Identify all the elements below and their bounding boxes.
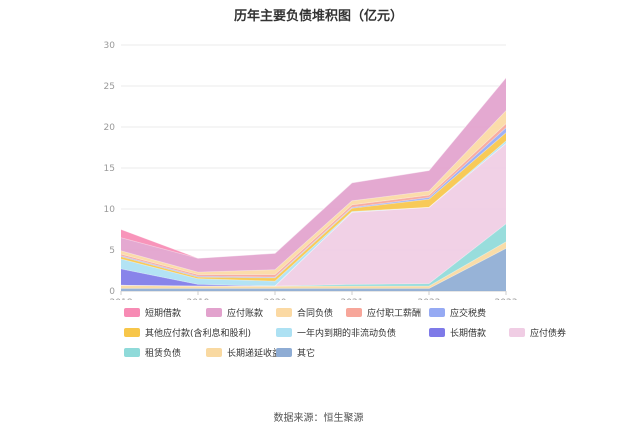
legend-label: 应付职工薪酬 bbox=[367, 309, 422, 319]
chart-title: 历年主要负债堆积图（亿元） bbox=[233, 9, 403, 24]
legend-label: 长期递延收益 bbox=[227, 349, 282, 359]
legend-label: 其它 bbox=[297, 349, 316, 359]
legend-swatch bbox=[276, 308, 292, 317]
area-edge-其他应付款(含利息和股利) bbox=[120, 132, 507, 279]
area-其他应付款(含利息和股利) bbox=[121, 132, 506, 282]
legend-swatch bbox=[509, 328, 525, 337]
x-tick-label: 2019 bbox=[187, 298, 210, 300]
x-axis: 2018 2019 2020 2021 2022 2023 bbox=[110, 291, 518, 300]
x-tick-label: 2020 bbox=[264, 298, 287, 300]
legend-swatch bbox=[206, 348, 222, 357]
legend-item: 应付账款 bbox=[206, 306, 263, 319]
legend-item: 租赁负债 bbox=[124, 346, 181, 359]
area-合同负债 bbox=[121, 110, 506, 275]
area-edge-合同负债 bbox=[120, 110, 507, 273]
legend-label: 应付债券 bbox=[530, 329, 567, 339]
series-lines bbox=[120, 77, 507, 289]
y-tick-label: 5 bbox=[109, 246, 115, 256]
legend-item: 应交税费 bbox=[429, 306, 486, 319]
legend-label: 长期借款 bbox=[450, 329, 487, 339]
x-tick-label: 2021 bbox=[341, 298, 364, 300]
legend-swatch bbox=[346, 308, 362, 317]
y-tick-label: 30 bbox=[104, 41, 116, 51]
y-tick-label: 0 bbox=[109, 287, 115, 297]
legend-label: 合同负债 bbox=[297, 309, 334, 319]
legend-label: 其他应付款(含利息和股利) bbox=[145, 329, 252, 339]
legend-item: 应付职工薪酬 bbox=[346, 306, 421, 319]
y-axis: 0 5 10 15 20 25 30 bbox=[104, 41, 116, 297]
area-edge-应付账款 bbox=[120, 77, 507, 259]
area-应付债券 bbox=[121, 143, 506, 287]
legend-swatch bbox=[124, 308, 140, 317]
area-edge-其它 bbox=[121, 248, 507, 289]
legend-label: 一年内到期的非流动负债 bbox=[297, 329, 397, 339]
area-edge-应交税费 bbox=[120, 127, 507, 278]
x-tick-label: 2018 bbox=[110, 298, 133, 300]
legend-item: 长期借款 bbox=[429, 326, 486, 339]
legend-item: 其他应付款(含利息和股利) bbox=[124, 326, 251, 339]
legend-swatch bbox=[276, 348, 292, 357]
area-edge-租赁负债 bbox=[120, 223, 507, 287]
legend-label: 应付账款 bbox=[227, 309, 264, 319]
legend-item: 短期借款 bbox=[124, 306, 181, 319]
y-tick-label: 15 bbox=[104, 164, 115, 174]
area-edge-应付职工薪酬 bbox=[120, 123, 507, 275]
legend-item: 其它 bbox=[276, 346, 315, 359]
data-source: 数据来源：恒生聚源 bbox=[273, 413, 364, 424]
legend-swatch bbox=[429, 328, 445, 337]
y-tick-label: 25 bbox=[104, 82, 115, 92]
area-其它 bbox=[121, 248, 506, 291]
area-edge-长期递延收益 bbox=[120, 241, 507, 287]
legend-item: 长期递延收益 bbox=[206, 346, 281, 359]
legend-label: 租赁负债 bbox=[145, 349, 182, 359]
chart-plot: 0 5 10 15 20 25 30 2018 2019 2020 2021 2022 2023 bbox=[104, 41, 518, 300]
legend-label: 应交税费 bbox=[450, 309, 487, 319]
legend-swatch bbox=[429, 308, 445, 317]
legend-item: 应付债券 bbox=[509, 326, 566, 339]
legend-label: 短期借款 bbox=[145, 309, 182, 319]
legend-swatch bbox=[276, 328, 292, 337]
y-tick-label: 10 bbox=[104, 205, 116, 215]
area-edge-短期借款 bbox=[120, 77, 507, 259]
area-一年内到期的非流动负债 bbox=[121, 140, 506, 287]
y-tick-label: 20 bbox=[104, 123, 116, 133]
legend-item: 合同负债 bbox=[276, 306, 333, 319]
x-tick-label: 2023 bbox=[495, 298, 518, 300]
area-edge-长期借款 bbox=[120, 143, 507, 287]
legend-swatch bbox=[124, 328, 140, 337]
area-应付账款 bbox=[121, 77, 506, 273]
x-tick-label: 2022 bbox=[418, 298, 441, 300]
area-edge-一年内到期的非流动负债 bbox=[120, 140, 507, 282]
legend-swatch bbox=[124, 348, 140, 357]
legend-swatch bbox=[206, 308, 222, 317]
legend-item: 一年内到期的非流动负债 bbox=[276, 326, 396, 339]
area-edge-应付债券 bbox=[120, 143, 507, 287]
area-series bbox=[121, 77, 506, 291]
